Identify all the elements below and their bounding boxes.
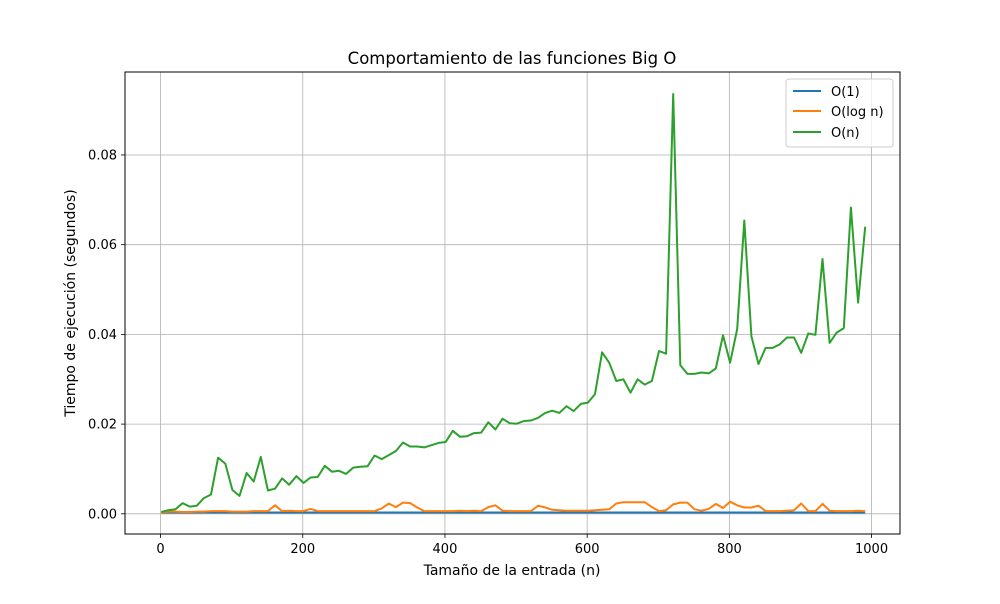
legend: O(1) O(log n) O(n) (786, 79, 893, 147)
x-axis-label: Tamaño de la entrada (n) (423, 563, 601, 579)
y-axis-label: Tiempo de ejecución (segundos) (63, 189, 79, 418)
y-tick-label: 0.06 (88, 238, 117, 253)
x-tick-label: 400 (433, 542, 458, 557)
y-tick-label: 0.02 (88, 418, 117, 433)
legend-label-o1: O(1) (831, 85, 860, 100)
x-tick-label: 0 (156, 542, 164, 557)
y-tick-label: 0.00 (88, 507, 117, 522)
legend-label-ologn: O(log n) (831, 105, 884, 120)
y-tick-label: 0.08 (88, 148, 117, 163)
y-tick-label: 0.04 (88, 328, 117, 343)
x-tick-label: 800 (717, 542, 742, 557)
legend-label-on: O(n) (831, 126, 860, 141)
x-tick-label: 200 (290, 542, 315, 557)
x-tick-label: 600 (575, 542, 600, 557)
chart-title: Comportamiento de las funciones Big O (348, 49, 677, 68)
x-tick-label: 1000 (855, 542, 888, 557)
